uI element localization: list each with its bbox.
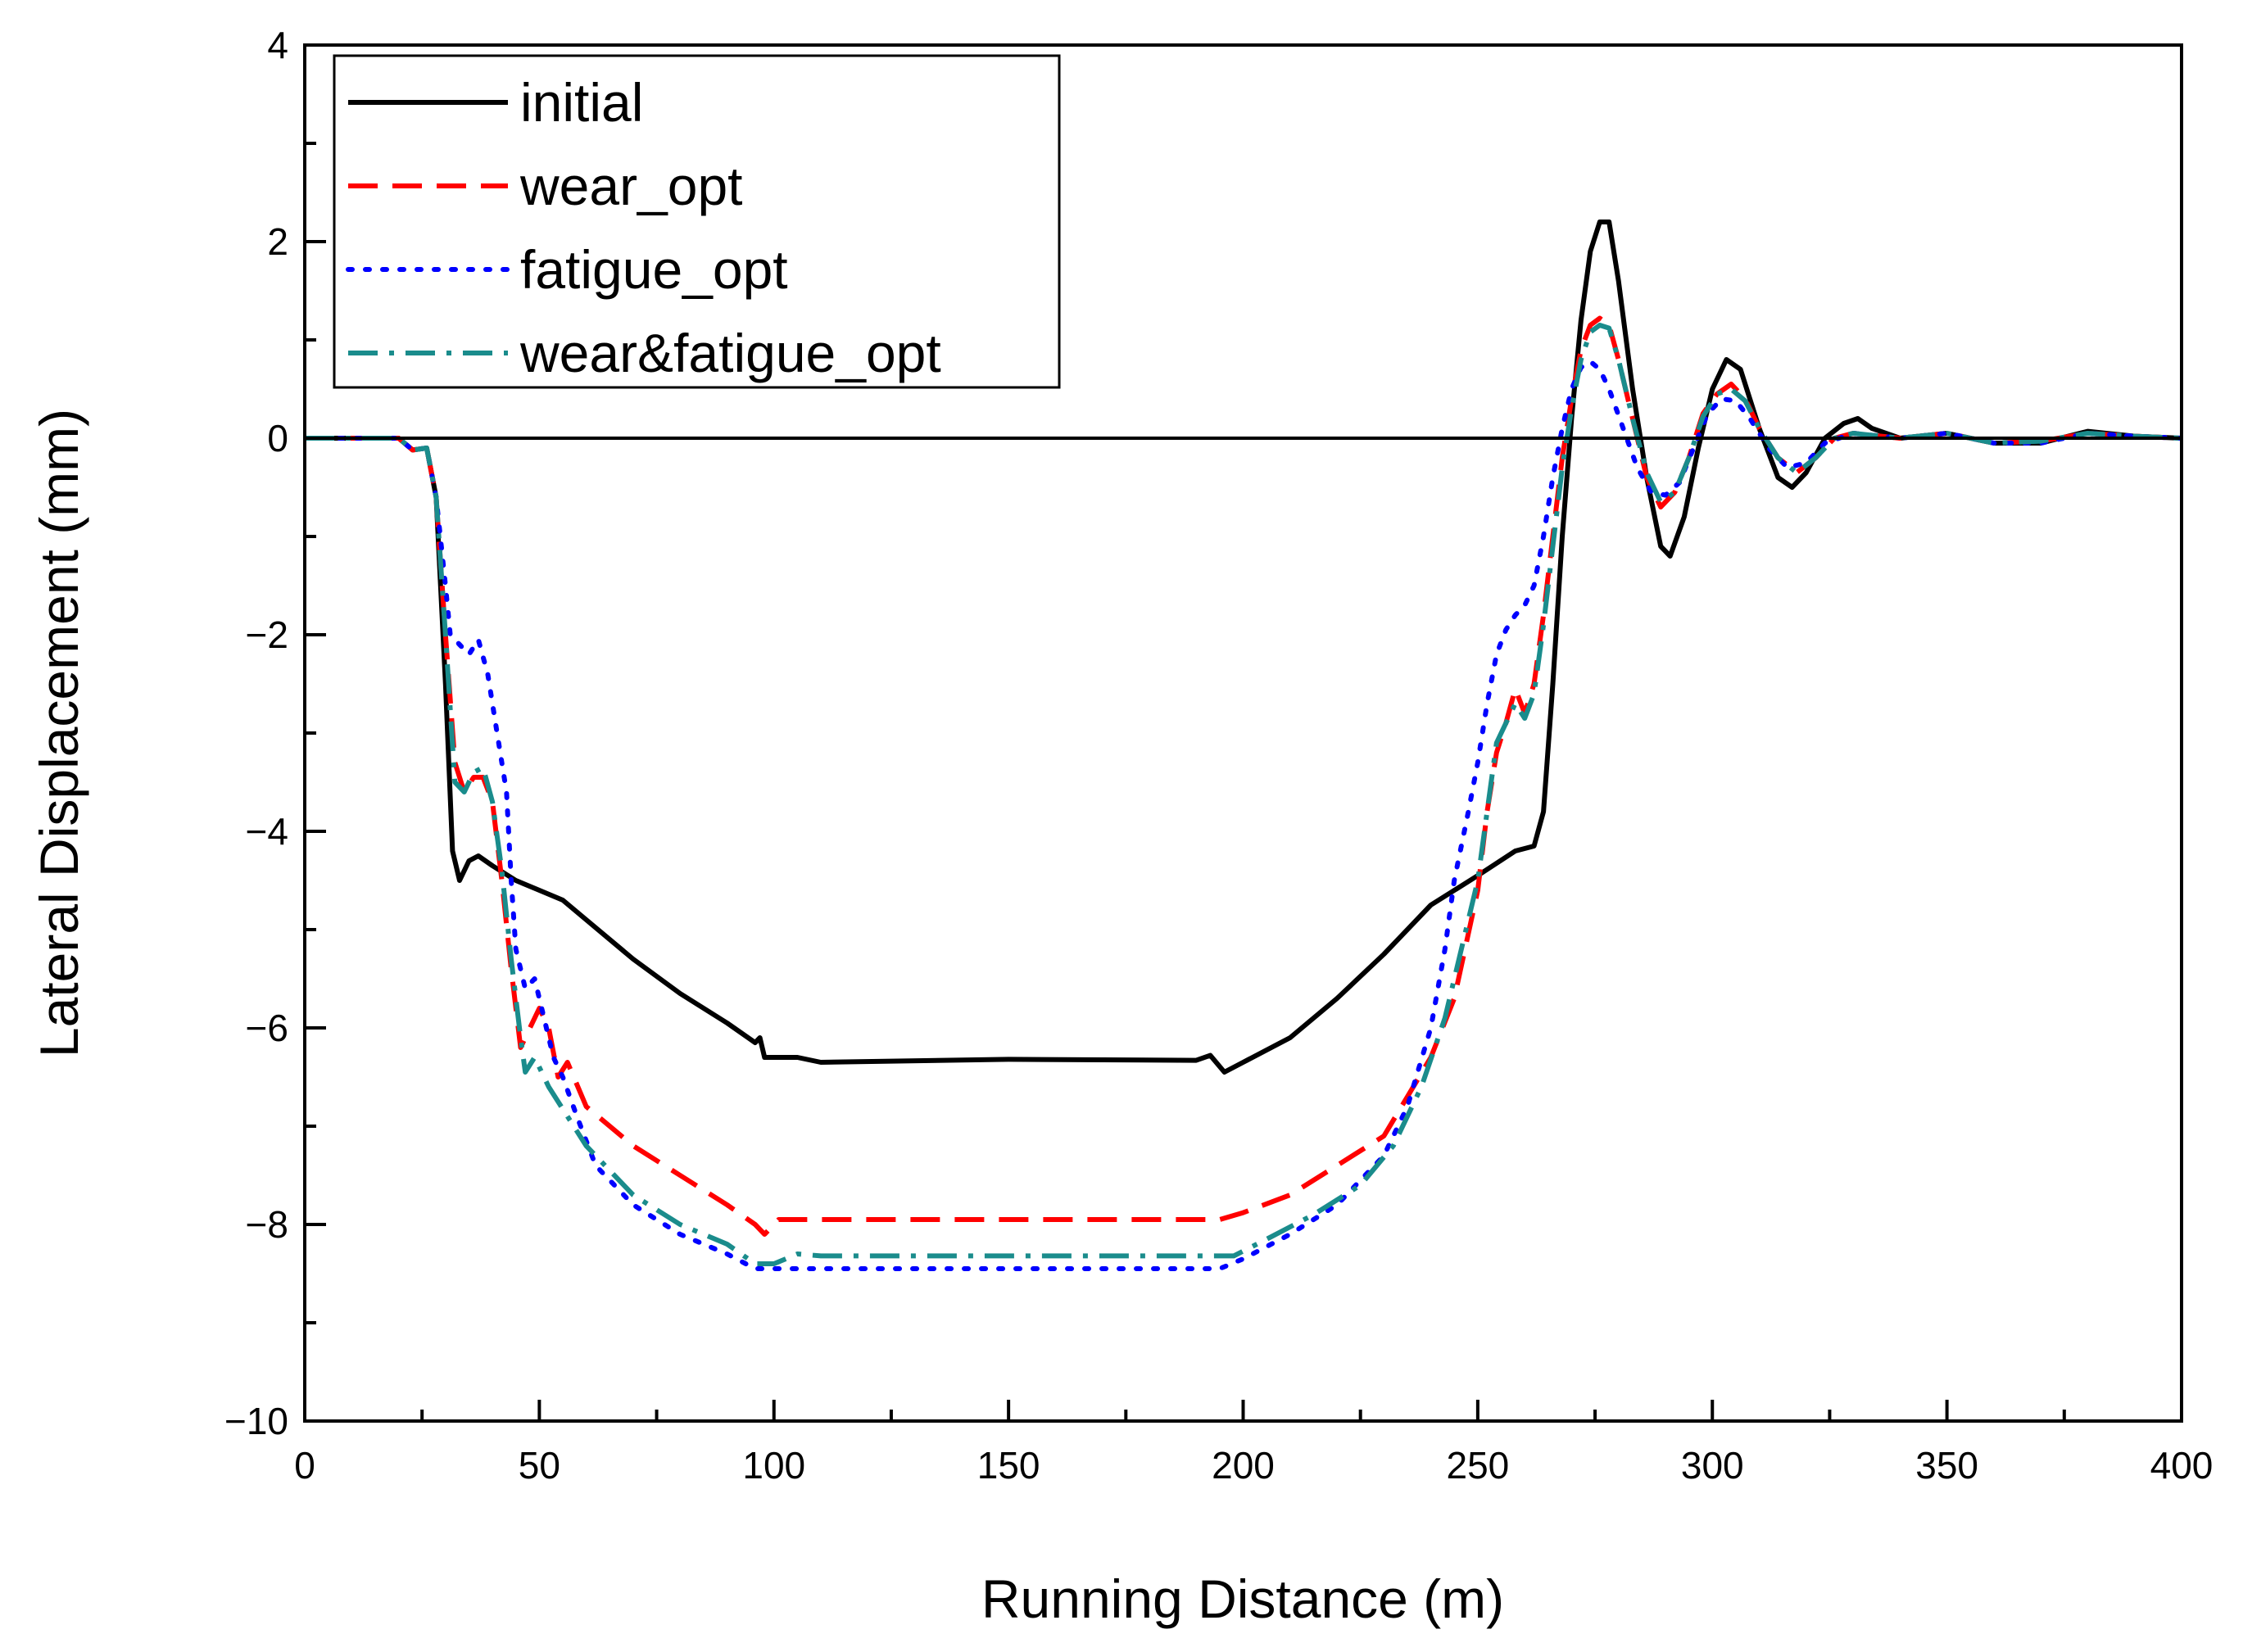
y-tick-label: 4 (267, 24, 288, 66)
tick-labels: 0 50 100 150 200 250 300 350 400 −10 −8 −6 −4 −2 0 2 4 (224, 24, 2213, 1487)
x-tick-label: 250 (1447, 1444, 1510, 1487)
x-tick-label: 200 (1212, 1444, 1275, 1487)
legend: initial wear_opt fatigue_opt wear&fatigue_o… (333, 54, 1061, 389)
x-tick-label: 300 (1681, 1444, 1744, 1487)
x-tick-label: 400 (2150, 1444, 2214, 1487)
x-tick-label: 50 (519, 1444, 560, 1487)
legend-label-0: initial (520, 72, 643, 133)
series-line-1 (305, 315, 2182, 1237)
legend-label-3: wear&fatigue_opt (519, 323, 941, 383)
x-tick-label: 350 (1915, 1444, 1978, 1487)
legend-label-1: wear_opt (519, 156, 743, 216)
y-axis-title: Lateral Displacement (mm) (29, 409, 89, 1057)
y-tick-label: −10 (224, 1400, 288, 1442)
x-tick-label: 150 (977, 1444, 1040, 1487)
legend-label-2: fatigue_opt (520, 239, 788, 300)
series-line-3 (305, 323, 2182, 1266)
y-tick-label: 2 (267, 220, 288, 263)
y-tick-label: −2 (246, 613, 288, 656)
legend-box (333, 54, 1061, 389)
y-tick-label: −6 (246, 1007, 288, 1049)
series-line-0 (305, 220, 2182, 1075)
axis-ticks (303, 43, 2183, 1423)
series-layer (305, 220, 2182, 1271)
y-tick-label: 0 (267, 417, 288, 459)
series-line-2 (305, 359, 2182, 1271)
legend-items: initial wear_opt fatigue_opt wear&fatigue_o… (346, 72, 941, 383)
x-axis-title: Running Distance (m) (981, 1568, 1504, 1629)
y-tick-label: −8 (246, 1203, 288, 1246)
x-tick-label: 0 (294, 1444, 315, 1487)
y-tick-label: −4 (246, 810, 288, 853)
x-tick-label: 100 (742, 1444, 805, 1487)
